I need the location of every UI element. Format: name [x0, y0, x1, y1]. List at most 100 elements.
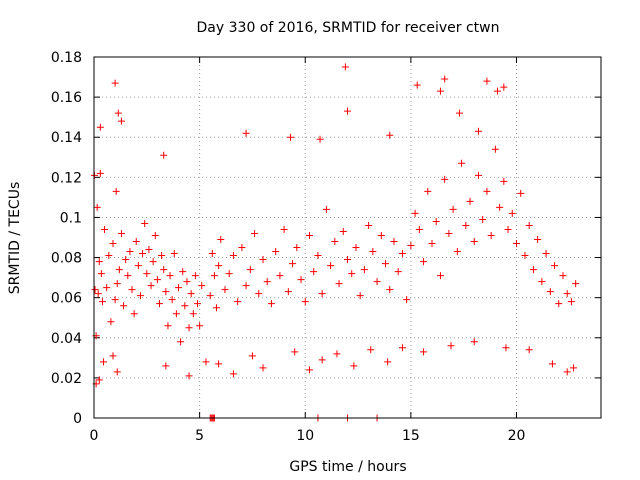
data-point [572, 280, 580, 288]
data-point [483, 187, 491, 195]
data-point [158, 252, 166, 260]
data-point [310, 268, 318, 276]
data-point [390, 238, 398, 246]
data-point [185, 324, 193, 332]
data-point [255, 290, 263, 298]
data-point [318, 356, 326, 364]
data-point [394, 268, 402, 276]
data-point [229, 370, 237, 378]
data-point [570, 364, 578, 372]
data-point [136, 292, 144, 300]
data-point [369, 248, 377, 256]
data-point [263, 278, 271, 286]
data-point [458, 159, 466, 167]
data-point [111, 79, 119, 87]
x-tick-label: 20 [508, 428, 526, 444]
data-point [210, 272, 218, 280]
data-point [407, 242, 415, 250]
data-point [411, 209, 419, 217]
data-point [382, 260, 390, 268]
x-tick-label: 0 [90, 428, 99, 444]
data-point [415, 225, 423, 233]
data-point [398, 250, 406, 258]
data-point [318, 290, 326, 298]
data-point [436, 272, 444, 280]
x-axis-label: GPS time / hours [289, 459, 406, 475]
plot-frame [93, 56, 602, 419]
data-point [179, 268, 187, 276]
data-point [115, 266, 123, 274]
data-point [100, 358, 108, 366]
data-point [513, 240, 520, 248]
data-point [420, 348, 428, 356]
data-point [196, 322, 204, 330]
data-point [398, 344, 406, 352]
data-point [500, 177, 508, 185]
data-point [420, 258, 428, 266]
y-tick-label: 0.02 [51, 371, 82, 387]
y-tick-label: 0.06 [51, 291, 82, 307]
y-tick-label: 0 [73, 411, 82, 427]
data-point [120, 302, 128, 310]
data-point [555, 300, 563, 308]
data-point [479, 215, 487, 223]
data-point [95, 376, 103, 384]
data-point [177, 338, 185, 346]
data-point [259, 256, 267, 264]
data-point [567, 298, 575, 306]
x-tick-label: 10 [296, 428, 314, 444]
data-point [202, 358, 210, 366]
data-point [96, 169, 104, 177]
data-point [175, 284, 182, 292]
data-point [314, 252, 322, 260]
data-point [130, 310, 138, 318]
data-point [107, 318, 115, 326]
data-point [143, 270, 151, 278]
data-point [348, 270, 356, 278]
data-point [500, 83, 508, 91]
data-point [432, 217, 440, 225]
data-point [221, 286, 229, 294]
data-point [132, 238, 140, 246]
data-point [96, 123, 104, 131]
data-point [98, 298, 106, 306]
data-point [238, 244, 246, 252]
data-point [215, 360, 223, 368]
data-point [538, 278, 546, 286]
x-tick-label: 15 [402, 428, 420, 444]
data-point [470, 238, 478, 246]
data-point [293, 244, 301, 252]
data-point [508, 209, 516, 217]
y-tick-label: 0.08 [51, 251, 82, 267]
data-point [339, 227, 347, 235]
data-point [91, 286, 99, 294]
data-point [208, 250, 216, 258]
data-point [162, 362, 170, 370]
data-point [206, 292, 214, 300]
data-point [356, 292, 364, 300]
data-point [344, 256, 351, 264]
data-point [534, 236, 542, 244]
data-point [170, 250, 178, 258]
data-points [90, 63, 580, 422]
x-tick-label: 5 [195, 428, 204, 444]
data-point [286, 133, 294, 141]
data-point [234, 298, 242, 306]
data-point [447, 342, 455, 350]
data-point [213, 304, 221, 312]
data-point [113, 368, 121, 376]
data-point [496, 203, 504, 211]
grid-lines [94, 57, 601, 418]
data-point [413, 81, 421, 89]
data-point [341, 63, 349, 71]
data-point [521, 252, 529, 260]
data-point [297, 276, 305, 284]
data-point [474, 127, 482, 135]
y-tick-label: 0.14 [51, 130, 82, 146]
data-point [466, 197, 474, 205]
data-point [548, 360, 556, 368]
data-point [367, 346, 375, 354]
data-point [191, 272, 199, 280]
data-point [350, 362, 358, 370]
